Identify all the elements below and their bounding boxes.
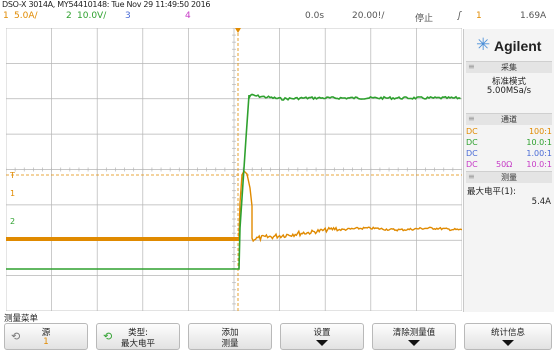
- time-offset[interactable]: 0.0s: [305, 11, 325, 21]
- trigger-level[interactable]: 1.69A: [520, 11, 547, 21]
- channel-coupling: DC: [466, 149, 478, 158]
- trigger-edge-icon: ʃ: [458, 11, 462, 21]
- ch2-ground-marker[interactable]: 2: [10, 217, 15, 226]
- channel-coupling: DC: [466, 138, 478, 147]
- sample-rate: 5.00MSa/s: [486, 86, 532, 96]
- menu-title: 测量菜单: [4, 314, 39, 324]
- brand-logo: ✳ Agilent: [464, 35, 554, 59]
- channel-impedance: 50Ω: [496, 160, 513, 169]
- channels-header: ≡ 通道: [466, 113, 552, 125]
- status-bar: 1 5.0A/ 2 10.0V/ 3 4 0.0s 20.00!/ 停止 ʃ 1…: [0, 10, 555, 24]
- measurement-value: 5.4A: [531, 197, 551, 207]
- ch1-ground-marker[interactable]: 1: [10, 189, 15, 198]
- channel-row-4: DC 50Ω 10.0:1: [466, 160, 552, 170]
- submenu-arrow-icon: [408, 340, 420, 346]
- ch1-scale[interactable]: 5.0A/: [14, 11, 38, 21]
- ch2-trace: [6, 93, 461, 270]
- trigger-channel[interactable]: 1: [476, 11, 482, 21]
- trigger-level-marker[interactable]: T: [9, 171, 15, 180]
- submenu-arrow-icon: [316, 340, 328, 346]
- ch3-number[interactable]: 3: [125, 11, 131, 21]
- softkey-clear-measurements[interactable]: 清除测量值: [372, 323, 456, 350]
- channel-probe-ratio: 10.0:1: [526, 160, 552, 169]
- acquisition-header: ≡ 采集: [466, 61, 552, 73]
- timebase[interactable]: 20.00!/: [352, 11, 385, 21]
- trigger-position-marker[interactable]: [235, 28, 241, 33]
- run-state: 停止: [415, 14, 434, 24]
- ch1-number[interactable]: 1: [3, 11, 9, 21]
- channel-probe-ratio: 1.00:1: [526, 149, 552, 158]
- softkey-settings[interactable]: 设置: [280, 323, 364, 350]
- ch2-waveform: [6, 93, 461, 270]
- instrument-info: DSO-X 3014A, MY54410148: Tue Nov 29 11:4…: [2, 0, 211, 9]
- waveform-display[interactable]: 2 1 T: [6, 28, 462, 311]
- ch4-number[interactable]: 4: [185, 11, 191, 21]
- ch2-number[interactable]: 2: [66, 11, 72, 21]
- softkey-source[interactable]: ⟲ 源 1: [4, 323, 88, 350]
- measurements-header: ≡ 测量: [466, 171, 552, 183]
- channel-coupling: DC: [466, 127, 478, 136]
- ch1-waveform: [6, 169, 462, 243]
- softkey-statistics[interactable]: 统计信息: [464, 323, 552, 350]
- cycle-icon: ⟲: [103, 330, 113, 343]
- ch1-baseline: [6, 237, 239, 241]
- softkey-type[interactable]: ⟲ 类型: 最大电平: [96, 323, 180, 350]
- channel-row-3: DC 1.00:1: [466, 149, 552, 159]
- softkey-add-measurement[interactable]: 添加 测量: [188, 323, 272, 350]
- channel-probe-ratio: 10.0:1: [526, 138, 552, 147]
- agilent-spark-icon: ✳: [476, 35, 491, 55]
- channel-row-1: DC 100:1: [466, 127, 552, 137]
- brand-name: Agilent: [494, 38, 542, 54]
- channel-probe-ratio: 100:1: [528, 127, 552, 136]
- submenu-arrow-icon: [502, 340, 514, 346]
- measurement-name: 最大电平(1):: [467, 187, 516, 197]
- ch2-scale[interactable]: 10.0V/: [77, 11, 107, 21]
- channel-row-2: DC 10.0:1: [466, 138, 552, 148]
- side-panel: ✳ Agilent ≡ 采集 标准模式 5.00MSa/s ≡ 通道 ≡ 测量 最大电…: [463, 29, 554, 312]
- cycle-icon: ⟲: [11, 330, 21, 343]
- acquisition-mode: 标准模式: [491, 77, 526, 87]
- ch1-trace: [6, 169, 462, 243]
- channel-coupling: DC: [466, 160, 478, 169]
